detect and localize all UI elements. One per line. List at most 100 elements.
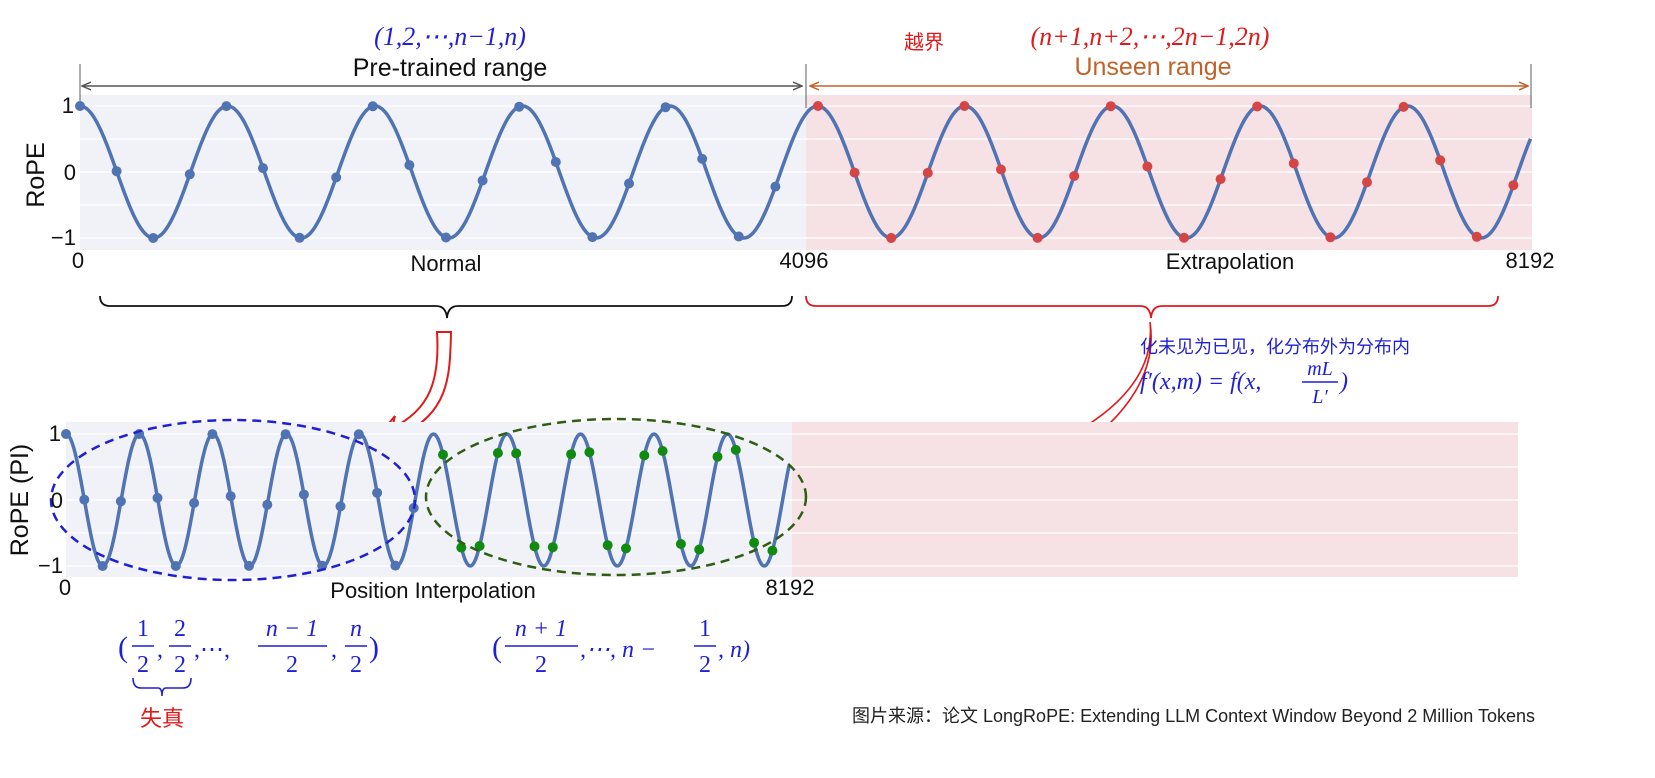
bottom-dots-original [61, 429, 419, 571]
top-ytick-neg1: −1 [51, 225, 76, 250]
unseen-sample-dot [1508, 180, 1519, 191]
unseen-sample-dot [1362, 177, 1372, 188]
annotation-formula-den: L′ [1311, 386, 1328, 408]
normal-label: Normal [411, 251, 482, 276]
unseen-sample-dot [1215, 174, 1226, 185]
top-sample-dot [733, 231, 744, 242]
interpolated-sample-dot [492, 448, 503, 458]
svg-text:2: 2 [535, 652, 547, 678]
bottom-pi-curve [65, 432, 791, 568]
overflow-label: 越界 [904, 31, 944, 54]
interpolated-sample-dot [694, 544, 705, 555]
top-sample-dot [697, 153, 708, 164]
top-sample-dot [184, 169, 195, 180]
unseen-sample-dot [1435, 155, 1446, 166]
pretrained-range-label: Pre-trained range [353, 54, 548, 82]
original-sample-dot [372, 487, 383, 498]
bottom-ytick-0: 0 [51, 488, 63, 513]
interpolated-sample-dot [712, 451, 723, 462]
top-sample-dot [624, 178, 634, 189]
unseen-sample-dot [1288, 158, 1299, 169]
original-sample-dot [390, 560, 401, 571]
top-sample-dot [367, 101, 378, 112]
interpolated-sample-dot [438, 449, 448, 460]
original-sample-dot [79, 494, 90, 505]
top-rope-curve [79, 104, 1533, 240]
interpolated-sample-dot [511, 448, 522, 459]
svg-text:): ) [369, 631, 379, 664]
bottom-ylabel: RoPE (PI) [6, 444, 34, 557]
unseen-sample-dot [1252, 101, 1263, 112]
interpolated-sample-dot [749, 537, 760, 548]
interpolated-sample-dot [584, 447, 595, 458]
top-sample-dot [441, 232, 451, 243]
interpolated-sample-dot [566, 449, 577, 460]
svg-text:,⋯,: ,⋯, [194, 637, 230, 663]
top-sample-dot [111, 166, 122, 177]
original-sample-dot [353, 429, 364, 440]
top-sample-dot [75, 101, 85, 111]
original-sample-dot [244, 560, 254, 571]
interpolated-sample-dot [547, 542, 558, 553]
svg-text:1: 1 [137, 616, 149, 642]
top-sample-dot [550, 157, 561, 167]
distortion-ellipse [49, 418, 417, 582]
unseen-sample-dot [1471, 231, 1482, 242]
original-sample-dot [152, 492, 163, 503]
top-xtick-0: 0 [72, 248, 84, 273]
interpolated-sample-dot [474, 541, 485, 551]
annotation-formula-close: ) [1338, 369, 1348, 395]
unseen-sample-dot [1032, 232, 1043, 243]
svg-text:,⋯, n −: ,⋯, n − [580, 637, 656, 663]
normal-brace [99, 295, 793, 319]
bottom-xtick-0: 0 [59, 575, 71, 600]
svg-text:n: n [350, 616, 362, 642]
interpolated-sample-dot [639, 450, 650, 461]
right-fraction-seq: ( n + 1 2 ,⋯, n − 1 2 , n) [492, 616, 750, 678]
interpolated-sample-dot [730, 444, 741, 455]
top-sample-dot [660, 102, 671, 113]
original-sample-dot [207, 429, 218, 440]
interpolated-sample-dot [657, 446, 668, 456]
top-sample-dot [514, 101, 525, 112]
original-sample-dot [280, 429, 291, 440]
svg-text:, n): , n) [718, 637, 750, 663]
unseen-sample-dot [1105, 101, 1116, 112]
top-sample-dot [587, 232, 598, 243]
interpolated-sample-dot [602, 540, 613, 551]
pretrained-seq-label: (1,2,⋯,n−1,n) [374, 22, 526, 51]
svg-text:n − 1: n − 1 [266, 616, 318, 642]
unseen-sample-dot [959, 101, 970, 111]
top-ytick-0: 0 [64, 160, 76, 185]
top-ylabel: RoPE [22, 142, 50, 207]
distortion-brace [132, 677, 192, 697]
unseen-range-label: Unseen range [1074, 53, 1231, 81]
interp-label: Position Interpolation [330, 578, 535, 603]
top-sample-dot [221, 101, 232, 112]
extrapolation-brace [805, 295, 1499, 319]
annotation-formula-lhs: f′(x,m) = f(x, [1140, 369, 1261, 395]
top-dots-pretrained [75, 101, 781, 243]
original-sample-dot [170, 561, 181, 571]
unseen-sample-dot [996, 164, 1006, 175]
unseen-sample-dot [1325, 232, 1336, 243]
svg-text:2: 2 [174, 616, 186, 642]
original-sample-dot [115, 496, 126, 507]
svg-text:2: 2 [174, 652, 186, 678]
top-sample-dot [404, 160, 415, 171]
bottom-ytick-neg1: −1 [38, 553, 63, 578]
interpolated-sample-dot [529, 541, 540, 552]
bottom-dots-interpolated [438, 444, 778, 556]
top-dots-unseen [813, 101, 1519, 243]
svg-text:n + 1: n + 1 [515, 616, 567, 642]
svg-text:(: ( [492, 631, 502, 664]
svg-text:1: 1 [699, 616, 711, 642]
left-fraction-seq: ( 1 2 , 2 2 ,⋯, n − 1 2 , n 2 ) [118, 616, 379, 678]
svg-text:2: 2 [350, 652, 362, 678]
interpolated-sample-dot [675, 539, 686, 549]
unseen-seq-label: (n+1,n+2,⋯,2n−1,2n) [1031, 22, 1270, 51]
top-sample-dot [258, 163, 268, 174]
annotation-note: 化未见为已见，化分布外为分布内 [1140, 337, 1410, 357]
original-sample-dot [225, 491, 236, 502]
